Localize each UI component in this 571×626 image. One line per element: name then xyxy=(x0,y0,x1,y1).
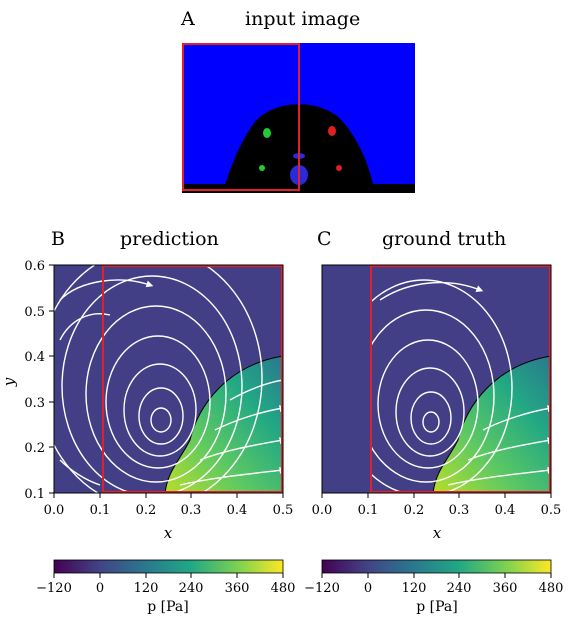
panel-c-title: ground truth xyxy=(382,228,507,250)
y-tick-label: 0.3 xyxy=(24,396,45,411)
x-tick-label: 0.1 xyxy=(90,503,111,518)
x-tick-label: 0.2 xyxy=(136,503,157,518)
ground-truth-plot xyxy=(322,265,551,493)
y-tick-label: 0.6 xyxy=(24,259,45,274)
x-tick-label: 0.0 xyxy=(44,503,65,518)
flow-figure: 0.0 0.1 0.2 0.3 0.4 0.5 0.0 0.1 0.2 0.3 … xyxy=(0,259,564,615)
x-tick-label: 0.3 xyxy=(181,503,202,518)
panel-b-letter: B xyxy=(51,228,65,250)
y-axis-label: y xyxy=(0,377,18,387)
colorbar-label: p [Pa] xyxy=(416,599,457,615)
input-image xyxy=(182,43,415,193)
x-tick-label: 0.1 xyxy=(358,503,379,518)
panel-a-title: input image xyxy=(245,8,361,30)
x-tick-label: 0.4 xyxy=(495,503,516,518)
colorbar-tick-label: 0 xyxy=(96,581,104,596)
colorbar-tick-label: 360 xyxy=(225,581,250,596)
colorbar-tick-label: 120 xyxy=(134,581,159,596)
colorbar-tick-label: 240 xyxy=(447,581,472,596)
y-tick-label: 0.2 xyxy=(24,441,45,456)
panel-a-letter: A xyxy=(181,8,195,30)
y-tick-label: 0.4 xyxy=(24,350,45,365)
panel-b-title: prediction xyxy=(120,228,219,250)
colorbar-tick-label: 0 xyxy=(364,581,372,596)
colorbar-tick-label: 360 xyxy=(493,581,518,596)
x-tick-label: 0.5 xyxy=(541,503,562,518)
colorbar-tick-label: 120 xyxy=(402,581,427,596)
colorbar-tick-label: 240 xyxy=(179,581,204,596)
y-tick-label: 0.5 xyxy=(24,305,45,320)
panel-c-letter: C xyxy=(317,228,332,250)
x-tick-label: 0.4 xyxy=(227,503,248,518)
colorbar-label: p [Pa] xyxy=(147,599,188,615)
colorbar-right: −120 0 120 240 360 480 p [Pa] xyxy=(304,559,564,615)
x-axis-label: x xyxy=(164,524,173,542)
x-tick-label: 0.3 xyxy=(449,503,470,518)
prediction-plot xyxy=(54,265,283,493)
colorbar-tick-label: 480 xyxy=(271,581,296,596)
colorbar-tick-label: −120 xyxy=(36,581,72,596)
colorbar-left: −120 0 120 240 360 480 p [Pa] xyxy=(36,559,296,615)
colorbar-tick-label: −120 xyxy=(304,581,340,596)
x-axis-label: x xyxy=(433,524,442,542)
x-tick-label: 0.2 xyxy=(404,503,425,518)
x-tick-label: 0.0 xyxy=(312,503,333,518)
colorbar-tick-label: 480 xyxy=(539,581,564,596)
x-tick-label: 0.5 xyxy=(273,503,294,518)
y-tick-label: 0.1 xyxy=(24,487,45,502)
